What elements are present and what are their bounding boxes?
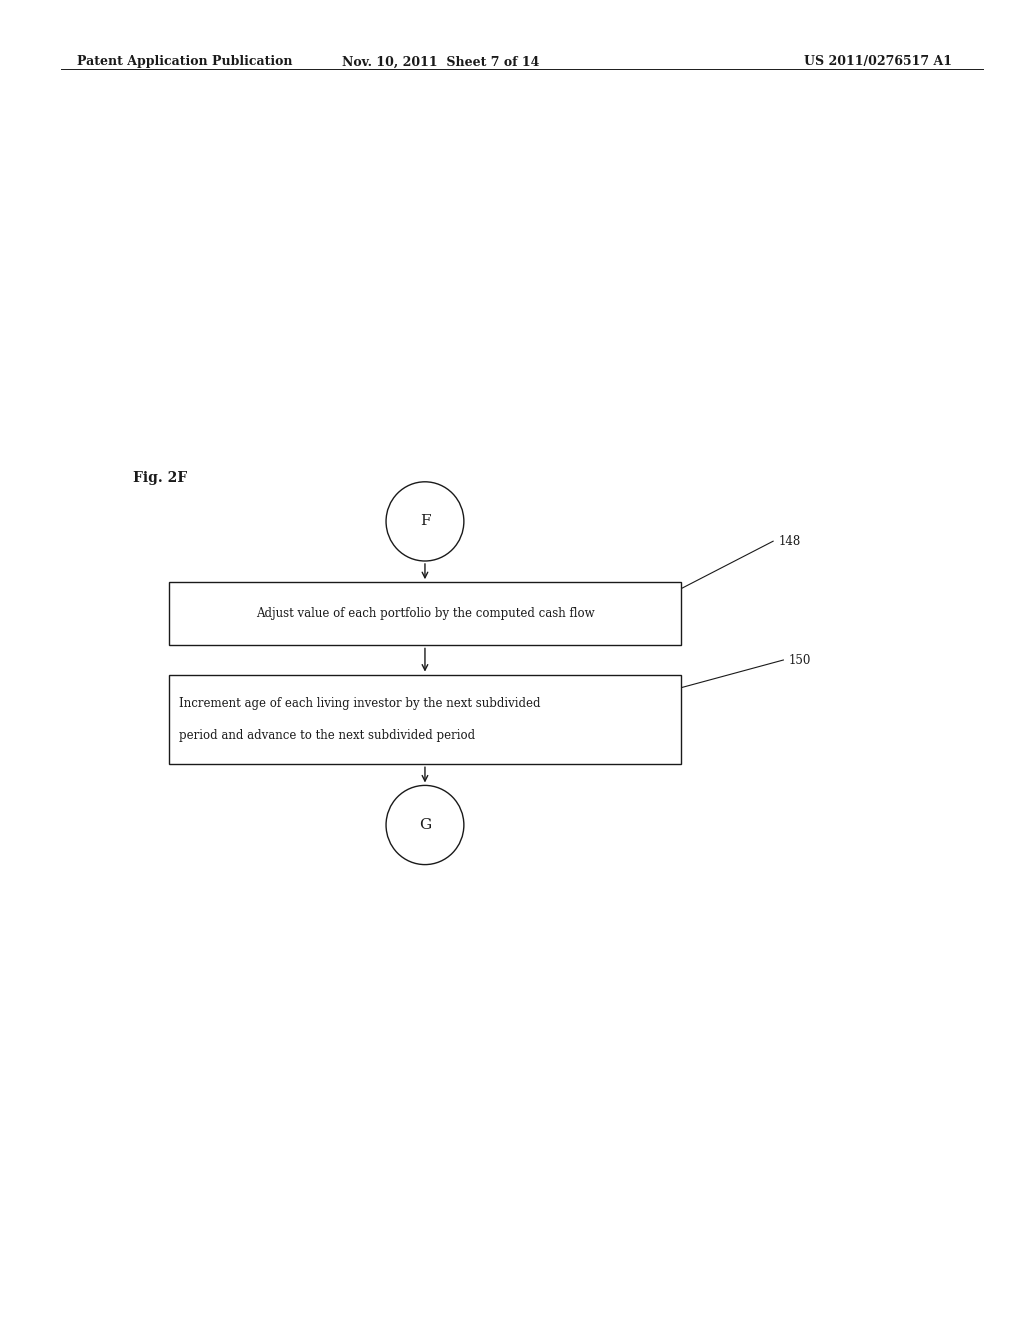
Text: US 2011/0276517 A1: US 2011/0276517 A1: [804, 55, 952, 69]
Text: 150: 150: [788, 653, 811, 667]
Text: G: G: [419, 818, 431, 832]
Text: Adjust value of each portfolio by the computed cash flow: Adjust value of each portfolio by the co…: [256, 607, 594, 620]
Text: Fig. 2F: Fig. 2F: [133, 471, 187, 484]
Text: period and advance to the next subdivided period: period and advance to the next subdivide…: [179, 729, 475, 742]
Bar: [169, 582, 681, 645]
Text: F: F: [420, 515, 430, 528]
Text: Patent Application Publication: Patent Application Publication: [77, 55, 292, 69]
Text: 148: 148: [778, 535, 801, 548]
Text: Increment age of each living investor by the next subdivided: Increment age of each living investor by…: [179, 697, 541, 710]
Bar: [169, 675, 681, 764]
Text: Nov. 10, 2011  Sheet 7 of 14: Nov. 10, 2011 Sheet 7 of 14: [342, 55, 539, 69]
